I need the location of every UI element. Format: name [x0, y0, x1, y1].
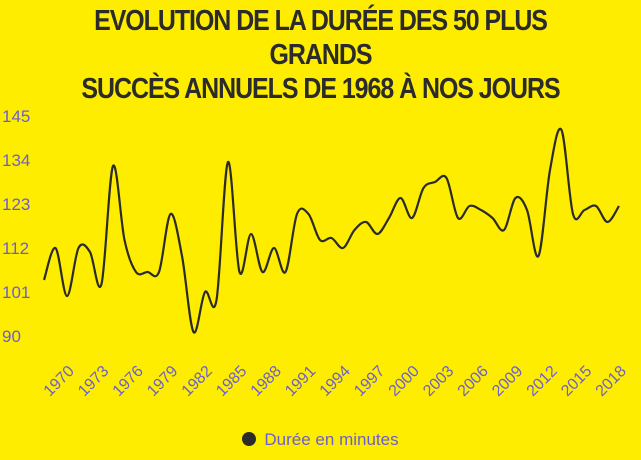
data-point[interactable]	[511, 193, 521, 203]
data-point[interactable]	[419, 183, 429, 193]
data-point[interactable]	[350, 225, 360, 235]
data-point[interactable]	[292, 209, 302, 219]
data-point[interactable]	[373, 229, 383, 239]
y-tick-label: 90	[2, 327, 21, 346]
x-tick-label: 1976	[110, 363, 147, 400]
data-point[interactable]	[223, 157, 233, 167]
data-point[interactable]	[557, 125, 567, 135]
data-point[interactable]	[154, 267, 164, 277]
legend[interactable]: Durée en minutes	[0, 430, 641, 450]
data-point[interactable]	[74, 243, 84, 253]
x-tick-label: 2015	[558, 363, 595, 400]
data-point[interactable]	[97, 279, 107, 289]
data-point[interactable]	[465, 201, 475, 211]
data-point[interactable]	[568, 209, 578, 219]
data-point[interactable]	[338, 243, 348, 253]
y-tick-label: 134	[2, 151, 30, 170]
data-point[interactable]	[177, 251, 187, 261]
data-point[interactable]	[166, 209, 176, 219]
x-tick-label: 1982	[179, 363, 216, 400]
data-point[interactable]	[235, 267, 245, 277]
data-point[interactable]	[131, 267, 141, 277]
y-tick-label: 145	[2, 107, 30, 126]
data-point[interactable]	[143, 267, 153, 277]
data-point[interactable]	[85, 247, 95, 257]
x-tick-label: 1997	[351, 363, 388, 400]
data-point[interactable]	[361, 217, 371, 227]
x-tick-label: 1970	[41, 363, 78, 400]
data-point[interactable]	[522, 205, 532, 215]
legend-label: Durée en minutes	[264, 430, 399, 449]
data-point[interactable]	[62, 291, 72, 301]
x-tick-label: 2018	[593, 363, 630, 400]
x-tick-label: 2009	[489, 363, 526, 400]
data-point[interactable]	[108, 161, 118, 171]
series-line-duree	[42, 127, 620, 334]
chart-title-line-1: EVOLUTION DE LA DURÉE DES 50 PLUS GRANDS	[94, 5, 548, 71]
x-tick-label: 1988	[248, 363, 285, 400]
data-point[interactable]	[327, 233, 337, 243]
data-point[interactable]	[315, 235, 325, 245]
data-point[interactable]	[580, 205, 590, 215]
data-point[interactable]	[212, 295, 222, 305]
data-point[interactable]	[407, 213, 417, 223]
data-point[interactable]	[258, 267, 268, 277]
data-point[interactable]	[396, 193, 406, 203]
data-point[interactable]	[591, 201, 601, 211]
data-point[interactable]	[384, 213, 394, 223]
data-point[interactable]	[189, 327, 199, 337]
data-point[interactable]	[614, 201, 624, 211]
data-point[interactable]	[39, 275, 49, 285]
data-point[interactable]	[304, 209, 314, 219]
data-point[interactable]	[120, 235, 130, 245]
chart-title: EVOLUTION DE LA DURÉE DES 50 PLUS GRANDS…	[45, 4, 596, 106]
x-tick-label: 1985	[213, 363, 250, 400]
data-point[interactable]	[603, 217, 613, 227]
x-tick-label: 1994	[317, 363, 354, 400]
y-tick-label: 101	[2, 283, 30, 302]
data-point[interactable]	[534, 251, 544, 261]
x-tick-label: 2000	[386, 363, 423, 400]
chart-title-line-2: SUCCÈS ANNUELS DE 1968 À NOS JOURS	[81, 73, 560, 105]
x-tick-label: 1991	[282, 363, 319, 400]
data-point[interactable]	[246, 229, 256, 239]
data-point[interactable]	[476, 205, 486, 215]
data-point[interactable]	[200, 287, 210, 297]
y-tick-label: 112	[2, 239, 29, 258]
data-point[interactable]	[430, 177, 440, 187]
y-tick-label: 123	[2, 195, 30, 214]
x-tick-label: 2012	[524, 363, 561, 400]
x-tick-label: 2006	[455, 363, 492, 400]
data-point[interactable]	[442, 173, 452, 183]
data-point[interactable]	[488, 213, 498, 223]
data-point[interactable]	[453, 213, 463, 223]
data-point[interactable]	[499, 225, 509, 235]
x-tick-label: 1973	[75, 363, 112, 400]
data-point[interactable]	[281, 267, 291, 277]
data-point[interactable]	[545, 165, 555, 175]
x-tick-label: 1979	[144, 363, 181, 400]
data-point[interactable]	[51, 243, 61, 253]
legend-marker	[242, 432, 257, 446]
x-tick-label: 2003	[420, 363, 457, 400]
data-point[interactable]	[269, 243, 279, 253]
